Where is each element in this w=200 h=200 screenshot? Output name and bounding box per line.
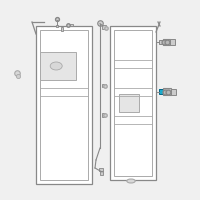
Bar — [102, 25, 106, 29]
Bar — [159, 40, 163, 44]
Ellipse shape — [127, 179, 135, 183]
Bar — [40, 30, 88, 180]
Bar — [99, 168, 103, 171]
Bar — [171, 89, 176, 95]
Bar — [102, 84, 106, 87]
Bar — [102, 113, 105, 117]
Bar — [159, 89, 163, 94]
Bar — [100, 171, 103, 175]
Bar — [56, 25, 58, 27]
Bar — [40, 52, 76, 80]
Ellipse shape — [50, 62, 62, 70]
Bar — [159, 89, 163, 94]
FancyBboxPatch shape — [36, 26, 92, 184]
Bar — [170, 39, 175, 45]
Bar — [163, 88, 171, 95]
Bar — [114, 30, 152, 176]
Bar — [163, 39, 170, 45]
Bar — [70, 24, 73, 26]
Bar — [119, 94, 139, 112]
Bar — [110, 26, 156, 180]
Bar — [61, 27, 63, 31]
